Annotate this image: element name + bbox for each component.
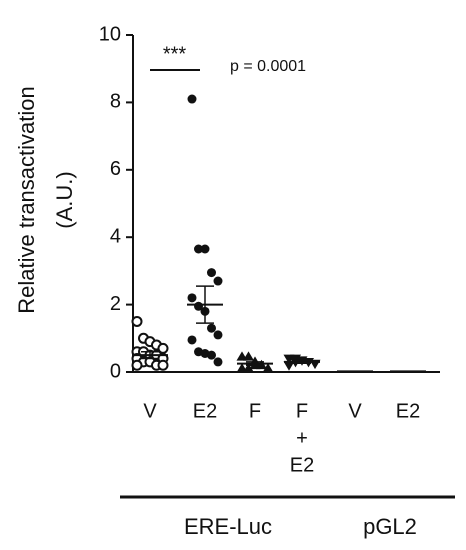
y-tick-label: 6 bbox=[110, 158, 121, 180]
point bbox=[262, 363, 274, 373]
point bbox=[243, 363, 254, 373]
point bbox=[207, 323, 216, 333]
point bbox=[131, 315, 143, 327]
y-axis-label: Relative transactivation bbox=[14, 86, 39, 313]
point bbox=[187, 94, 197, 104]
group-label: pGL2 bbox=[363, 514, 417, 539]
y-axis-label: (A.U.) bbox=[52, 171, 77, 228]
error-bar bbox=[141, 351, 159, 360]
x-tick-label: V bbox=[348, 400, 362, 422]
point bbox=[187, 293, 197, 303]
x-tick-label: V bbox=[143, 400, 157, 422]
point bbox=[213, 357, 223, 367]
point bbox=[207, 350, 216, 360]
point bbox=[157, 359, 169, 371]
point bbox=[194, 244, 203, 254]
x-tick-label: F bbox=[296, 400, 308, 422]
y-tick-label: 2 bbox=[110, 293, 121, 315]
point bbox=[131, 359, 143, 371]
point bbox=[187, 335, 197, 345]
p-value: p = 0.0001 bbox=[230, 58, 306, 75]
error-bar bbox=[246, 361, 264, 367]
y-tick-label: 10 bbox=[99, 23, 121, 45]
error-bar bbox=[196, 285, 214, 324]
point bbox=[213, 276, 223, 286]
x-tick-label: E2 bbox=[193, 400, 217, 422]
point bbox=[243, 351, 254, 361]
point bbox=[283, 361, 295, 371]
y-tick-label: 0 bbox=[110, 360, 121, 382]
group-label: ERE-Luc bbox=[184, 514, 272, 539]
error-bar bbox=[293, 359, 311, 364]
x-tick-label: + bbox=[296, 427, 308, 449]
x-tick-label: E2 bbox=[396, 400, 420, 422]
significance-label: *** bbox=[163, 43, 187, 65]
point bbox=[200, 244, 210, 254]
y-tick-label: 8 bbox=[110, 91, 121, 113]
x-tick-label: F bbox=[249, 400, 261, 422]
x-tick-label: E2 bbox=[290, 454, 314, 476]
point bbox=[213, 330, 223, 340]
point bbox=[207, 268, 216, 278]
point bbox=[157, 342, 169, 354]
y-tick-label: 4 bbox=[110, 225, 121, 247]
